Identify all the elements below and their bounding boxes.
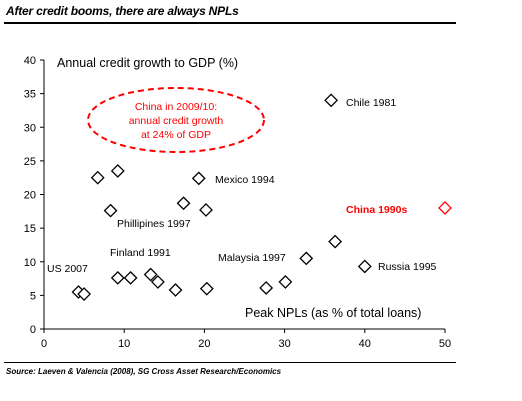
x-tick-label: 10 [118, 338, 130, 350]
data-point [191, 171, 206, 186]
data-point [259, 281, 274, 295]
data-point [110, 270, 125, 285]
y-tick-label: 0 [30, 324, 36, 336]
annotation-phillipines-1997: Phillipines 1997 [117, 218, 191, 230]
y-tick-label: 5 [30, 290, 36, 302]
data-point [357, 259, 372, 274]
data-point [150, 275, 165, 289]
annotation-malaysia-1997: Malaysia 1997 [218, 252, 286, 264]
data-point [168, 283, 183, 297]
x-tick-label: 0 [41, 338, 47, 350]
annotation-us-2007: US 2007 [47, 263, 88, 275]
data-point [123, 270, 138, 285]
data-point [103, 203, 118, 218]
y-tick-label: 20 [24, 190, 36, 202]
china-callout-ellipse [87, 87, 265, 153]
chart-title: After credit booms, there are always NPL… [6, 4, 239, 18]
data-point [299, 251, 314, 266]
data-point [278, 275, 293, 289]
annotation-chile-1981: Chile 1981 [346, 97, 396, 109]
y-tick-label: 25 [24, 156, 36, 168]
data-point [199, 203, 213, 217]
y-tick-label: 40 [24, 55, 36, 67]
title-rule [4, 22, 456, 24]
x-tick-label: 20 [198, 338, 210, 350]
callout-line-1: China in 2009/10: [135, 101, 217, 113]
data-point-highlight [438, 201, 452, 215]
y-axis-label: Annual credit growth to GDP (%) [57, 56, 238, 70]
data-point [199, 281, 214, 296]
source-note: Source: Laeven & Valencia (2008), SG Cro… [6, 367, 282, 376]
y-tick-label: 15 [24, 223, 36, 235]
data-point [324, 93, 339, 108]
annotation-russia-1995: Russia 1995 [378, 261, 437, 273]
x-tick-label: 40 [359, 338, 371, 350]
annotation-finland-1991: Finland 1991 [110, 247, 171, 259]
callout-line-2: annual credit growth [129, 115, 224, 127]
x-tick-label: 50 [439, 338, 451, 350]
data-point [176, 196, 191, 211]
data-point [110, 164, 125, 178]
annotation-china-1990s: China 1990s [346, 204, 407, 216]
annotation-mexico-1994: Mexico 1994 [215, 174, 275, 186]
data-points [71, 93, 452, 301]
y-ticks: 0 5 10 15 20 25 30 35 40 [24, 55, 44, 336]
data-point [328, 234, 343, 249]
data-point [143, 267, 158, 282]
source-rule [4, 362, 456, 363]
x-tick-label: 30 [278, 338, 290, 350]
y-tick-label: 35 [24, 89, 36, 101]
data-point [77, 287, 92, 301]
data-point [90, 170, 105, 185]
y-tick-label: 30 [24, 122, 36, 134]
y-tick-label: 10 [24, 257, 36, 269]
x-axis-label: Peak NPLs (as % of total loans) [245, 306, 421, 320]
x-ticks: 0 10 20 30 40 50 [41, 329, 451, 350]
callout-line-3: at 24% of GDP [141, 129, 211, 141]
